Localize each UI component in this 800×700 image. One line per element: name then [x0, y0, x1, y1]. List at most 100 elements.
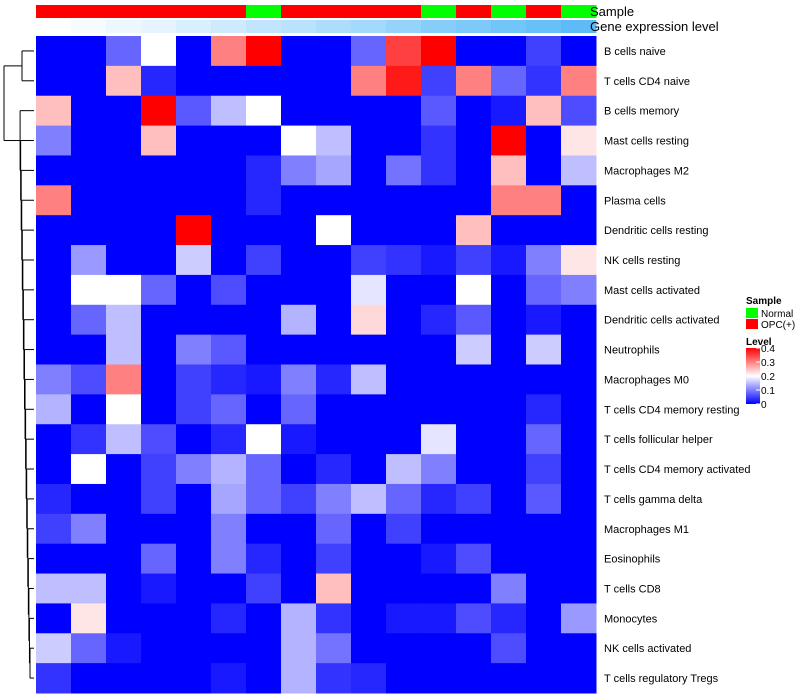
heatmap-cell	[71, 334, 107, 365]
heatmap-cell	[211, 603, 247, 634]
heatmap-cell	[386, 394, 422, 425]
level-tick-label: 0.2	[761, 372, 775, 383]
heatmap-cell	[351, 304, 387, 336]
heatmap-cell	[456, 304, 492, 336]
heatmap-cell	[351, 125, 387, 156]
heatmap-cell	[246, 274, 282, 306]
level-tick-label: 0	[761, 400, 767, 411]
heatmap-cell	[36, 603, 72, 634]
heatmap-cell	[106, 36, 142, 67]
heatmap-cell	[281, 36, 317, 67]
heatmap-cell	[456, 245, 492, 276]
heatmap-cell	[106, 334, 142, 365]
heatmap-cell	[36, 185, 72, 216]
heatmap-cell	[491, 454, 527, 485]
heatmap-cell	[351, 364, 387, 395]
row-label: Dendritic cells resting	[604, 225, 709, 237]
heatmap-cell	[386, 274, 422, 306]
heatmap-cell	[421, 603, 457, 634]
heatmap-cell	[456, 364, 492, 395]
heatmap-cell	[141, 36, 177, 67]
heatmap-cell	[246, 394, 282, 425]
heatmap-cell	[36, 394, 72, 425]
heatmap-cell	[386, 125, 422, 156]
heatmap-cell	[386, 543, 422, 575]
heatmap-cell	[351, 454, 387, 485]
heatmap-cell	[561, 394, 597, 425]
gene-level-annotation-bar	[36, 20, 597, 33]
heatmap-cell	[176, 543, 212, 575]
gene-anno-cell	[281, 20, 317, 33]
heatmap-cell	[421, 424, 457, 455]
heatmap-cell	[106, 215, 142, 246]
heatmap-cell	[106, 304, 142, 336]
heatmap-cell	[36, 95, 72, 127]
heatmap-cell	[316, 155, 352, 186]
heatmap-cell	[561, 334, 597, 365]
heatmap-cell	[526, 364, 562, 395]
row-dendrogram	[3, 50, 34, 679]
heatmap-cell	[351, 573, 387, 604]
row-label: NK cells activated	[604, 643, 691, 655]
heatmap-cell	[71, 663, 107, 694]
heatmap-cell	[421, 334, 457, 365]
heatmap-cell	[386, 36, 422, 67]
heatmap-cell	[491, 663, 527, 694]
heatmap-cell	[491, 633, 527, 664]
heatmap-cell	[351, 95, 387, 127]
heatmap-cell	[141, 364, 177, 395]
heatmap-cell	[211, 454, 247, 485]
row-label: T cells CD4 memory activated	[604, 464, 751, 476]
heatmap-cell	[386, 454, 422, 485]
heatmap-cell	[561, 663, 597, 694]
heatmap-cell	[176, 245, 212, 276]
heatmap-cell	[176, 185, 212, 216]
heatmap-cell	[211, 304, 247, 336]
heatmap-cell	[141, 633, 177, 664]
heatmap-cell	[106, 65, 142, 97]
heatmap-cell	[211, 36, 247, 67]
heatmap-cell	[491, 394, 527, 425]
heatmap-cell	[141, 215, 177, 246]
heatmap-cell	[561, 424, 597, 455]
heatmap-cell	[526, 274, 562, 306]
heatmap-cell	[526, 155, 562, 186]
heatmap-cell	[141, 274, 177, 306]
heatmap-cell	[351, 215, 387, 246]
heatmap-cell	[386, 483, 422, 515]
heatmap-cell	[526, 454, 562, 485]
heatmap-cell	[456, 36, 492, 67]
heatmap-cell	[351, 65, 387, 97]
heatmap-cell	[491, 483, 527, 515]
gene-anno-cell	[421, 20, 457, 33]
heatmap-cell	[421, 543, 457, 575]
heatmap-cell	[106, 424, 142, 455]
heatmap-cell	[106, 155, 142, 186]
row-label: B cells naive	[604, 46, 666, 58]
heatmap-cell	[246, 304, 282, 336]
heatmap-cell	[281, 424, 317, 455]
heatmap-cell	[421, 663, 457, 694]
heatmap-cell	[281, 245, 317, 276]
heatmap-cell	[36, 454, 72, 485]
heatmap-cell	[561, 573, 597, 604]
heatmap-cell	[106, 274, 142, 306]
gene-anno-cell	[491, 20, 527, 33]
heatmap-cell	[246, 543, 282, 575]
sample-anno-cell	[71, 5, 107, 18]
heatmap-cell	[421, 36, 457, 67]
heatmap-cell	[491, 125, 527, 156]
sample-anno-cell	[526, 5, 562, 18]
heatmap-cell	[281, 483, 317, 515]
heatmap-cell	[316, 215, 352, 246]
heatmap-cell	[316, 65, 352, 97]
heatmap-cell	[351, 245, 387, 276]
heatmap-cell	[246, 364, 282, 395]
heatmap-cell	[71, 483, 107, 515]
heatmap-cell	[281, 185, 317, 216]
heatmap-cell	[141, 125, 177, 156]
sample-anno-cell	[491, 5, 527, 18]
heatmap-cell	[456, 663, 492, 694]
heatmap-cell	[36, 424, 72, 455]
